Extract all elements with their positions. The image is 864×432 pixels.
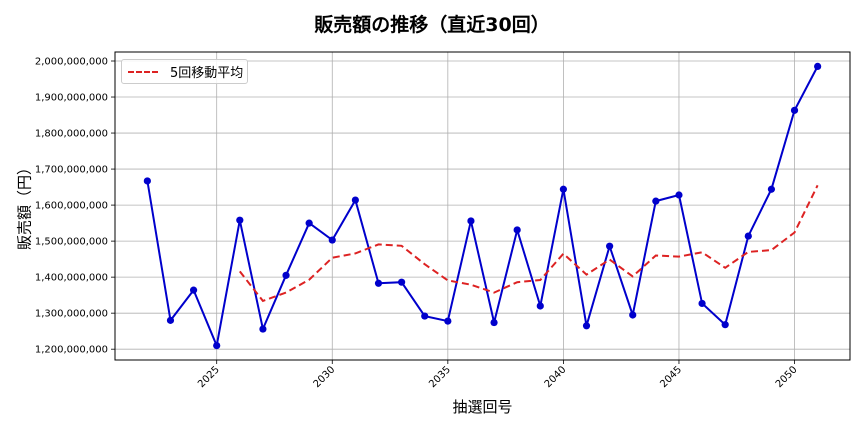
y-tick-label: 1,300,000,000 — [35, 309, 108, 320]
data-point-marker — [559, 185, 567, 193]
data-point-marker — [213, 341, 221, 350]
y-tick-label: 1,500,000,000 — [35, 237, 108, 248]
data-point-marker — [398, 278, 406, 286]
x-tick-label: 2040 — [543, 364, 569, 390]
data-point-marker — [721, 321, 729, 329]
x-axis-label: 抽選回号 — [452, 398, 513, 416]
y-tick-label: 1,800,000,000 — [35, 129, 108, 140]
dashed-line-swatch-icon — [128, 70, 158, 73]
data-point-marker — [606, 242, 614, 250]
y-tick-label: 1,400,000,000 — [35, 273, 108, 284]
data-point-marker — [166, 316, 175, 324]
data-point-marker — [467, 217, 475, 225]
data-point-marker — [744, 232, 752, 240]
x-tick-label: 2030 — [312, 364, 338, 390]
data-point-marker — [189, 286, 198, 294]
y-tick-label: 1,200,000,000 — [35, 345, 108, 356]
data-point-marker — [282, 271, 290, 279]
data-point-marker — [421, 312, 429, 320]
sales-line — [146, 65, 819, 350]
x-tick-label: 2025 — [196, 364, 222, 390]
data-point-marker — [790, 106, 799, 114]
data-point-marker — [143, 177, 151, 185]
data-point-marker — [582, 322, 591, 330]
data-point-marker — [236, 216, 244, 224]
data-point-marker — [629, 311, 637, 319]
y-tick-label: 2,000,000,000 — [35, 57, 108, 68]
data-point-marker — [536, 302, 544, 310]
chart-title: 販売額の推移（直近30回） — [314, 14, 550, 36]
axes-frame — [114, 51, 851, 361]
y-tick-label: 1,700,000,000 — [35, 165, 108, 176]
data-point-marker — [513, 226, 521, 234]
x-tick-label: 2045 — [658, 364, 684, 390]
data-point-marker — [767, 185, 776, 193]
data-point-marker — [351, 196, 359, 204]
data-point-marker — [698, 299, 706, 308]
legend-label-moving-average: 5回移動平均 — [170, 66, 244, 81]
data-point-marker — [490, 318, 498, 327]
x-tick-label: 2035 — [427, 364, 453, 390]
x-tick-label: 2050 — [774, 364, 800, 390]
data-point-marker — [259, 325, 267, 333]
data-point-marker — [652, 197, 660, 205]
moving-average-line — [239, 184, 819, 303]
data-point-marker — [675, 191, 683, 199]
data-point-marker — [814, 62, 822, 71]
data-point-marker — [444, 317, 452, 325]
y-tick-label: 1,900,000,000 — [35, 93, 108, 104]
data-point-marker — [305, 219, 313, 227]
y-tick-label: 1,600,000,000 — [35, 201, 108, 212]
data-point-marker — [328, 236, 336, 244]
legend: 5回移動平均 — [121, 59, 248, 84]
data-point-marker — [374, 279, 383, 287]
